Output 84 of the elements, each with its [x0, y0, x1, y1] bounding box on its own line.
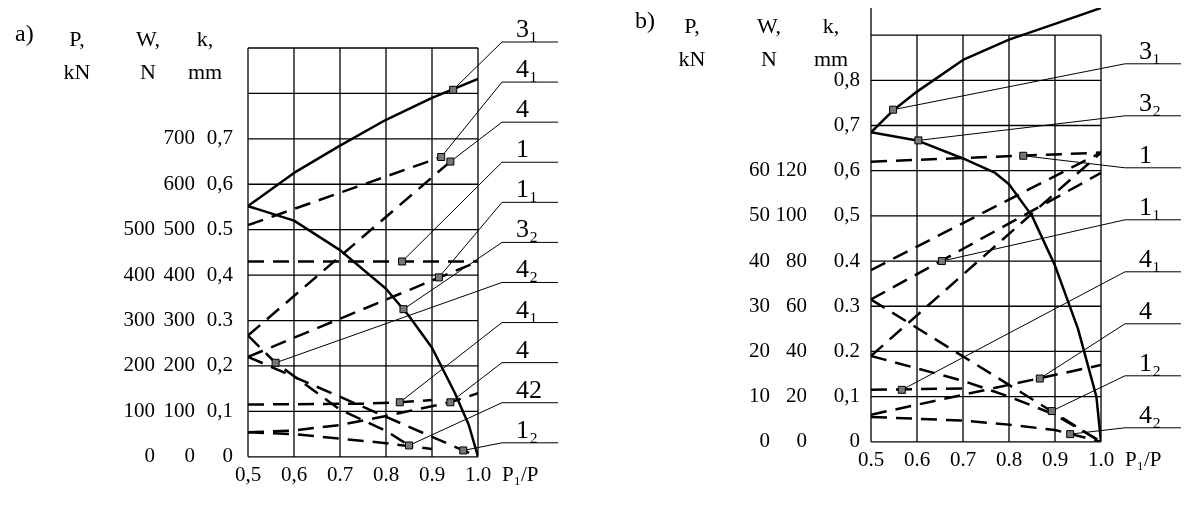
y2-tick-label: 40	[786, 337, 807, 362]
y3-tick-label: 40	[749, 247, 770, 272]
y2-axis-title: W, N	[135, 25, 161, 84]
y-tick-label: 0,6	[206, 170, 233, 195]
annotation: 4	[516, 334, 529, 364]
x-tick-label: 0.5	[857, 446, 885, 471]
annotation: 4₂	[516, 254, 539, 284]
y3-tick-label: 100	[123, 397, 155, 422]
annotation: 3₁	[516, 14, 539, 43]
annotation: 4₂	[1139, 399, 1162, 429]
y3-tick-label: 0	[144, 443, 155, 468]
annotation: 4₁	[516, 294, 539, 324]
y3-tick-label: 20	[749, 337, 770, 362]
x-tick-label: 1.0	[464, 461, 492, 486]
x-tick-label: 0,6	[280, 461, 308, 486]
x-tick-label: 0,5	[234, 461, 262, 486]
annotation: 3₂	[516, 214, 539, 244]
y2-tick-label: 600	[163, 170, 195, 195]
y2-tick-label: 0	[184, 443, 195, 468]
x-tick-label: 0.6	[903, 446, 931, 471]
y3-axis-title: P, kN	[63, 25, 91, 84]
y-tick-label: 0.3	[206, 307, 233, 332]
y2-tick-label: 200	[163, 352, 195, 377]
text: b)	[635, 7, 655, 34]
y-tick-label: 0,7	[833, 112, 860, 136]
annotation: 1₂	[1139, 347, 1162, 377]
y3-tick-label: 50	[749, 202, 770, 227]
y2-tick-label: 120	[775, 157, 807, 182]
y3-tick-label: 30	[749, 292, 770, 317]
y-tick-label: 0,7	[206, 125, 233, 150]
y-axis-title: k, mm	[187, 25, 223, 84]
y2-tick-label: 20	[786, 383, 807, 408]
x-axis-title: P₁/P	[502, 462, 539, 487]
annotation: 4₁	[1139, 243, 1162, 273]
x-tick-label: 0.8	[995, 446, 1023, 471]
y-tick-label: 0,1	[833, 383, 860, 408]
annotation: 4	[516, 94, 529, 124]
annotation: 42	[516, 374, 542, 404]
annotation: 3₁	[1139, 35, 1162, 65]
y-tick-label: 0,4	[206, 261, 234, 286]
x-axis-title: P₁/P	[1125, 447, 1162, 472]
y-tick-label: 0	[222, 443, 233, 468]
y-tick-label: 0,6	[833, 157, 860, 182]
annotation: 1	[516, 134, 529, 164]
y2-tick-label: 0	[796, 428, 807, 453]
y2-tick-label: 80	[786, 247, 807, 272]
x-tick-label: 0.9	[418, 461, 446, 486]
y3-tick-label: 10	[749, 383, 770, 408]
y3-tick-label: 200	[123, 352, 155, 377]
y-tick-label: 0,1	[206, 397, 233, 422]
y-tick-label: 0,5	[833, 202, 860, 227]
annotation: 1₁	[516, 174, 539, 204]
y3-axis-title: P, kN	[678, 12, 706, 71]
y-tick-label: 0.5	[206, 216, 233, 241]
annotation: 1₂	[516, 414, 539, 444]
annotation: 4₁	[516, 54, 539, 84]
y-tick-label: 0.3	[833, 292, 860, 317]
y-tick-label: 0.4	[833, 247, 861, 272]
y2-tick-label: 60	[786, 292, 807, 317]
x-tick-label: 0.7	[326, 461, 354, 486]
x-tick-label: 0.8	[372, 461, 400, 486]
x-tick-label: 0.7	[949, 446, 977, 471]
y2-tick-label: 100	[775, 202, 807, 227]
text: a)	[15, 20, 34, 47]
annotation: 4	[1139, 295, 1152, 325]
y3-tick-label: 0	[759, 428, 770, 453]
y2-tick-label: 100	[163, 397, 195, 422]
y3-tick-label: 500	[123, 216, 155, 241]
x-tick-label: 0.9	[1041, 446, 1069, 471]
y3-tick-label: 300	[123, 307, 155, 332]
y2-tick-label: 700	[163, 125, 195, 150]
y3-tick-label: 400	[123, 261, 155, 286]
annotation: 1	[1139, 139, 1152, 169]
y-tick-label: 0,2	[206, 352, 233, 377]
y3-tick-label: 60	[749, 157, 770, 182]
annotation: 1₁	[1139, 191, 1162, 221]
x-tick-label: 1.0	[1087, 446, 1115, 471]
y2-tick-label: 300	[163, 307, 195, 332]
y2-tick-label: 400	[163, 261, 195, 286]
y2-tick-label: 500	[163, 216, 195, 241]
y2-axis-title: W, N	[756, 12, 782, 71]
annotation: 3₂	[1139, 87, 1162, 117]
y-tick-label: 0	[849, 428, 860, 453]
y-tick-label: 0.2	[833, 337, 860, 362]
